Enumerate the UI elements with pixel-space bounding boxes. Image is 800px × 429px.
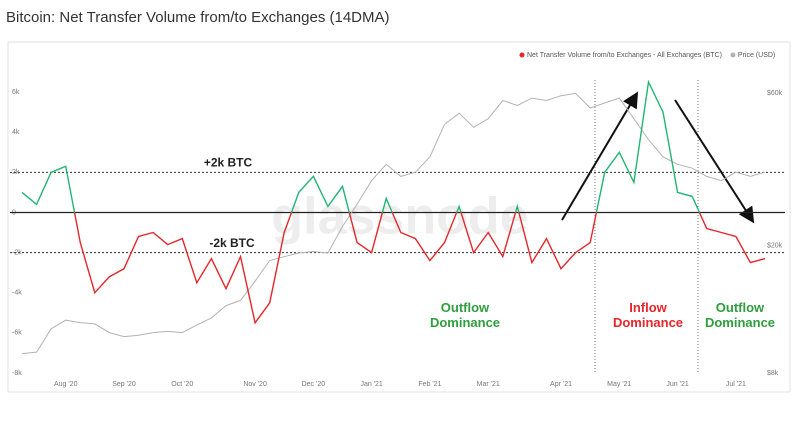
x-tick-label: Aug '20 bbox=[54, 381, 78, 388]
legend-marker bbox=[519, 52, 525, 58]
x-tick-label: Mar '21 bbox=[477, 381, 500, 388]
watermark: glassnode bbox=[271, 188, 528, 246]
x-tick-label: Jun '21 bbox=[666, 381, 688, 388]
reference-label: -2k BTC bbox=[209, 236, 255, 250]
trend-arrow bbox=[674, 99, 755, 224]
legend-marker bbox=[730, 52, 736, 58]
chart-title: Bitcoin: Net Transfer Volume from/to Exc… bbox=[6, 9, 390, 26]
reference-label: +2k BTC bbox=[204, 156, 253, 170]
y2-tick-label: $8k bbox=[767, 370, 779, 377]
x-tick-label: Sep '20 bbox=[112, 381, 136, 388]
annotation: Outflow Dominance bbox=[429, 300, 501, 330]
annotation: Inflow Dominance bbox=[612, 300, 684, 330]
plot-frame bbox=[7, 41, 791, 393]
x-tick-label: May '21 bbox=[607, 381, 631, 388]
legend-label: Net Transfer Volume from/to Exchanges - … bbox=[527, 52, 722, 59]
x-tick-label: Jan '21 bbox=[360, 381, 382, 388]
legend-label: Price (USD) bbox=[738, 52, 775, 59]
y-tick-label: -6k bbox=[12, 330, 22, 337]
x-tick-label: Oct '20 bbox=[171, 381, 193, 388]
x-tick-label: Apr '21 bbox=[550, 381, 572, 388]
y-tick-label: -8k bbox=[12, 370, 22, 377]
y-tick-label: 6k bbox=[12, 89, 20, 96]
flow-line bbox=[21, 79, 766, 325]
y2-tick-label: $60k bbox=[767, 90, 783, 97]
annotation: Outflow Dominance bbox=[704, 300, 776, 330]
y-tick-label: -4k bbox=[12, 290, 22, 297]
y2-tick-label: $20k bbox=[767, 243, 783, 250]
y-tick-label: -2k bbox=[12, 249, 22, 256]
x-tick-label: Nov '20 bbox=[243, 381, 267, 388]
x-tick-label: Dec '20 bbox=[302, 381, 326, 388]
y-tick-label: 4k bbox=[12, 129, 20, 136]
trend-arrow bbox=[561, 91, 639, 221]
x-tick-label: Jul '21 bbox=[726, 381, 746, 388]
x-tick-label: Feb '21 bbox=[418, 381, 441, 388]
